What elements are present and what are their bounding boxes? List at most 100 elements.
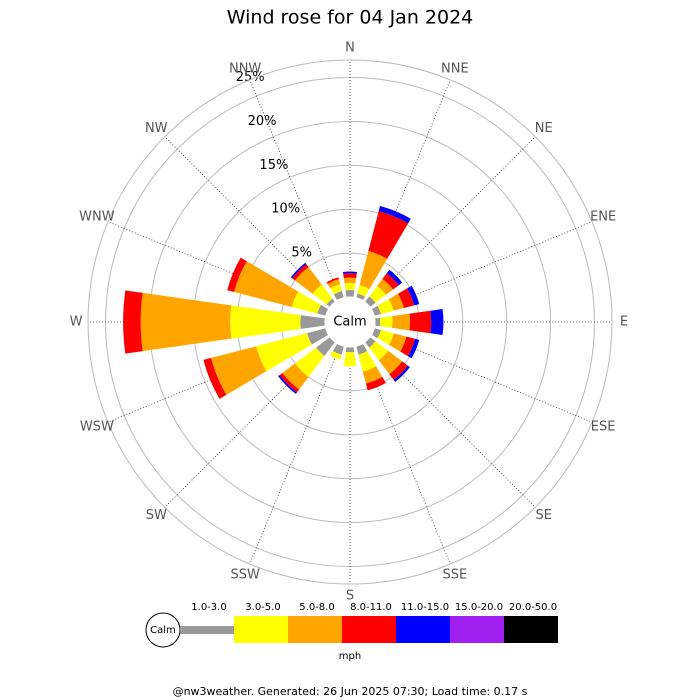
r-tick-label: 25% [236,70,265,85]
legend-swatch [450,616,504,643]
direction-label: S [346,589,354,604]
calm-label: Calm [333,315,366,330]
bar-segment [379,316,393,328]
bar-segment [378,206,411,224]
bar-segment [345,289,355,298]
chart-title: Wind rose for 04 Jan 2024 [227,7,474,29]
bar-segment [330,351,342,360]
bar-segment [343,277,357,284]
bar-segment [362,366,383,384]
r-tick-label: 20% [248,114,277,129]
r-tick-label: 10% [271,202,300,217]
bar-segment [388,333,407,352]
direction-label: SSW [230,568,260,583]
bar-segment [386,269,403,286]
bar-segment [382,273,399,290]
direction-label: NNW [229,61,261,76]
bar-segment [203,357,227,399]
bar-segment [234,261,299,307]
direction-label: SE [536,508,552,523]
direction-label: E [620,315,628,330]
bar-segment [326,277,339,284]
bar-segment [407,338,420,359]
legend-swatch [288,616,342,643]
outer-ring [87,59,613,585]
bar-segment [369,341,389,361]
bar-segment [377,330,394,345]
spoke [249,344,341,565]
legend-swatch [342,616,396,643]
bar-segment [123,290,143,354]
bar-segment [357,285,370,297]
bar-segment [359,251,388,290]
legend-swatch [396,616,450,643]
bar-segment [282,363,309,390]
spoke [249,79,341,300]
bar-segment [377,299,394,314]
bar-segment [344,282,356,291]
footer: @nw3weather. Generated: 26 Jun 2025 07:3… [173,685,528,698]
bar-segment [342,271,358,274]
bar-segment [300,315,326,329]
bar-segment [393,365,410,382]
direction-label: ENE [590,210,616,225]
bar-segment [330,284,342,295]
direction-label: NE [535,121,553,136]
bar-segment [388,293,404,311]
bar-segment [407,285,420,306]
bar-segment [290,262,307,279]
bar-segment [343,273,357,279]
legend-swatch [180,626,234,634]
legend-label: 1.0-3.0 [191,602,226,613]
bar-segment [327,279,341,289]
bar-segment [317,304,329,316]
bar-segment [292,264,309,281]
bar-segment [430,308,444,336]
bar-segment [227,257,247,293]
unit-label: mph [339,651,361,662]
bar-segment [389,361,408,380]
legend-swatch [504,616,558,643]
bar-segment [358,351,377,372]
direction-label: SW [146,508,167,523]
bar-segment [368,211,409,259]
direction-label: SSE [442,568,467,583]
bar-segment [140,292,232,352]
legend-label: 8.0-11.0 [350,602,392,613]
bar-segment [356,293,365,301]
direction-label: WNW [79,210,115,225]
bar-segment [326,298,335,307]
bar-segment [307,328,329,345]
legend-label: 5.0-8.0 [299,602,334,613]
bar-segment [291,291,321,314]
direction-label: NNE [441,61,469,76]
bar-segment [294,266,322,294]
bar-segment [312,284,333,305]
bar-segment [377,278,394,295]
bar-segment [378,350,403,375]
bar-segment [374,317,381,327]
bar-segment [294,347,325,378]
direction-label: NW [145,121,168,136]
direction-label: W [70,315,83,330]
bar-segment [365,376,386,391]
legend-swatch [234,616,288,643]
direction-label: N [345,41,355,56]
legend-label: 20.0-50.0 [509,602,557,613]
legend-label: 11.0-15.0 [401,602,449,613]
legend-label: 3.0-5.0 [245,602,280,613]
direction-label: WSW [80,419,114,434]
bar-segment [409,310,432,334]
legend-calm-label: Calm [150,625,176,636]
calm-circle [324,296,376,348]
bar-segment [256,333,312,372]
direction-label: ESE [591,419,616,434]
r-tick-label: 15% [259,158,288,173]
bar-segment [369,285,387,303]
bar-segment [400,336,415,357]
bar-segment [230,305,301,339]
legend-label: 15.0-20.0 [455,602,503,613]
bar-segment [211,346,267,395]
bar-segment [356,343,368,355]
bar-segment [278,375,297,394]
